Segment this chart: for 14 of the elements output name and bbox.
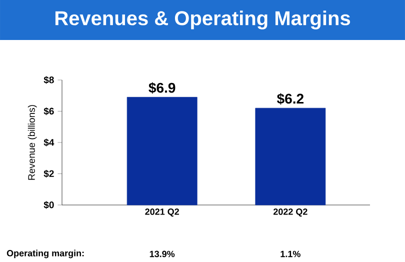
y-tick-label: $6 <box>44 107 54 116</box>
text: Operating margin: <box>6 250 84 258</box>
y-tick-label: $2 <box>44 170 54 178</box>
data-label: $6.9 <box>148 82 176 94</box>
data-label: $6.2 <box>276 93 304 105</box>
y-tick-label: $0 <box>44 201 54 209</box>
x-tick-label: 2021 Q2 <box>145 208 179 217</box>
x-tick-label: 2022 Q2 <box>273 208 308 217</box>
y-tick-label: $8 <box>44 76 54 84</box>
y-tick-label: $4 <box>44 138 54 146</box>
chart-title: Revenues & Operating Margins <box>55 10 350 30</box>
y-axis-title: Revenue (billions) <box>28 105 37 180</box>
text: 13.9% <box>150 250 175 258</box>
text: 1.1% <box>280 250 300 258</box>
